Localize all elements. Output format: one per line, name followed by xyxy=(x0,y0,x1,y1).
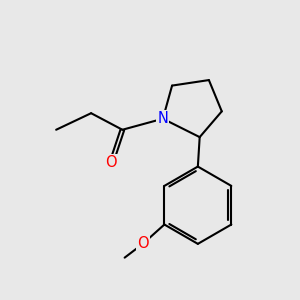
Text: O: O xyxy=(106,155,117,170)
Text: N: N xyxy=(158,111,168,126)
Text: O: O xyxy=(137,236,149,251)
